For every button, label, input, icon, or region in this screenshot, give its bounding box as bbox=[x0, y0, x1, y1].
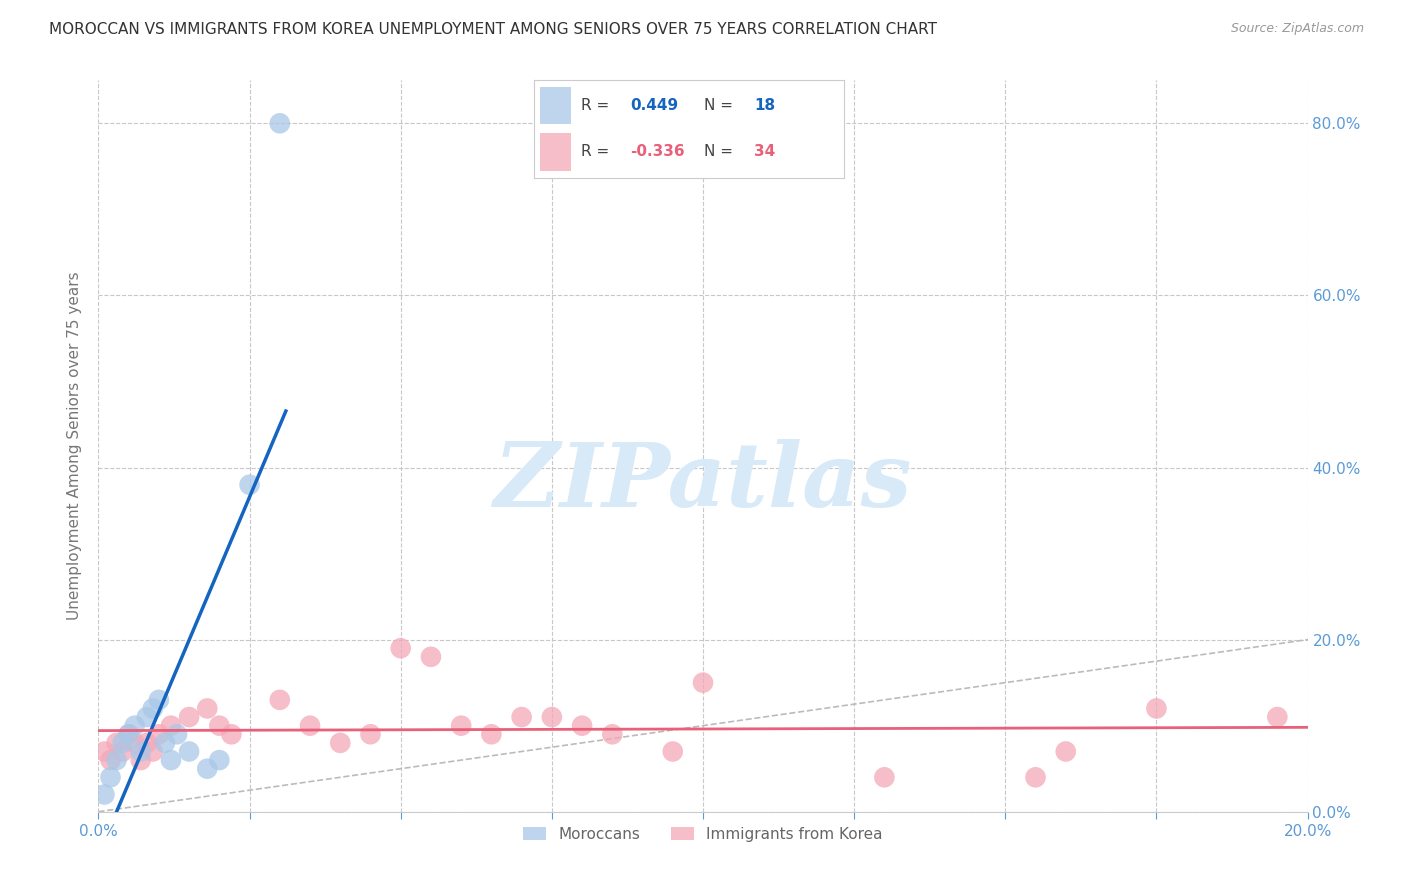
Text: -0.336: -0.336 bbox=[630, 145, 685, 160]
Point bbox=[118, 727, 141, 741]
Text: 34: 34 bbox=[754, 145, 775, 160]
Point bbox=[166, 727, 188, 741]
Point bbox=[179, 710, 201, 724]
Point bbox=[360, 727, 382, 741]
Y-axis label: Unemployment Among Seniors over 75 years: Unemployment Among Seniors over 75 years bbox=[67, 272, 83, 620]
Text: R =: R = bbox=[581, 98, 614, 113]
Point bbox=[129, 744, 152, 758]
Point bbox=[221, 727, 243, 741]
Point bbox=[160, 719, 183, 733]
Point bbox=[540, 710, 562, 724]
Point bbox=[142, 701, 165, 715]
Text: R =: R = bbox=[581, 145, 614, 160]
Point bbox=[111, 744, 134, 758]
FancyBboxPatch shape bbox=[540, 133, 571, 170]
Point bbox=[1267, 710, 1289, 724]
Text: N =: N = bbox=[704, 98, 738, 113]
Point bbox=[135, 736, 157, 750]
Point bbox=[142, 744, 165, 758]
Point bbox=[873, 770, 896, 784]
Point bbox=[208, 719, 231, 733]
Point bbox=[1144, 701, 1167, 715]
Point bbox=[129, 753, 152, 767]
Point bbox=[124, 719, 146, 733]
Point bbox=[1024, 770, 1046, 784]
Point bbox=[118, 727, 141, 741]
Text: ZIPatlas: ZIPatlas bbox=[495, 440, 911, 525]
Text: 0.449: 0.449 bbox=[630, 98, 678, 113]
Point bbox=[153, 736, 176, 750]
Point bbox=[208, 753, 231, 767]
Point bbox=[299, 719, 322, 733]
Point bbox=[450, 719, 472, 733]
Point bbox=[661, 744, 683, 758]
Point bbox=[481, 727, 503, 741]
Legend: Moroccans, Immigrants from Korea: Moroccans, Immigrants from Korea bbox=[517, 821, 889, 848]
Point bbox=[195, 701, 218, 715]
Point bbox=[389, 641, 412, 656]
Point bbox=[105, 736, 128, 750]
Text: MOROCCAN VS IMMIGRANTS FROM KOREA UNEMPLOYMENT AMONG SENIORS OVER 75 YEARS CORRE: MOROCCAN VS IMMIGRANTS FROM KOREA UNEMPL… bbox=[49, 22, 938, 37]
FancyBboxPatch shape bbox=[540, 87, 571, 124]
Point bbox=[692, 675, 714, 690]
Point bbox=[148, 727, 170, 741]
Point bbox=[100, 770, 122, 784]
Point bbox=[160, 753, 183, 767]
Point bbox=[510, 710, 533, 724]
Point bbox=[329, 736, 352, 750]
Point bbox=[135, 710, 157, 724]
Point bbox=[269, 116, 291, 130]
Point bbox=[105, 753, 128, 767]
Point bbox=[148, 693, 170, 707]
Point bbox=[111, 736, 134, 750]
Point bbox=[571, 719, 593, 733]
Point bbox=[195, 762, 218, 776]
Point bbox=[124, 736, 146, 750]
Point bbox=[602, 727, 624, 741]
Point bbox=[420, 649, 443, 664]
Text: 18: 18 bbox=[754, 98, 775, 113]
Text: Source: ZipAtlas.com: Source: ZipAtlas.com bbox=[1230, 22, 1364, 36]
Point bbox=[239, 477, 262, 491]
Point bbox=[179, 744, 201, 758]
Point bbox=[100, 753, 122, 767]
Point bbox=[93, 788, 115, 802]
Point bbox=[269, 693, 291, 707]
Text: N =: N = bbox=[704, 145, 738, 160]
Point bbox=[1054, 744, 1077, 758]
Point bbox=[93, 744, 115, 758]
